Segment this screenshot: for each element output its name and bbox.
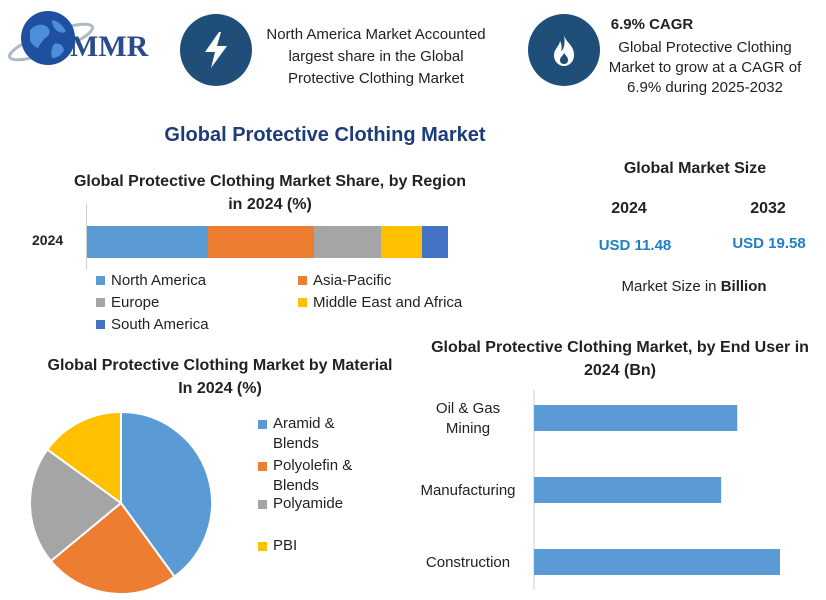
flame-icon: [528, 14, 600, 86]
pie-slice-polyamide: [29, 448, 123, 563]
legend-swatch: [96, 298, 105, 307]
region-legend-item-asia-pacific: Asia-Pacific: [298, 272, 391, 289]
enduser-category-label: Manufacturing: [420, 482, 515, 499]
region-chart-title: Global Protective Clothing Market Share,…: [73, 173, 467, 213]
market-size-unit-note: Market Size in Billion: [604, 278, 784, 295]
region-legend-item-middle-east-and-africa: Middle East and Africa: [298, 294, 462, 311]
region-axis-line: [86, 204, 87, 270]
legend-swatch: [96, 320, 105, 329]
legend-label: Middle East and Africa: [313, 294, 463, 311]
enduser-bar-oil-gas-mining: [534, 405, 738, 431]
legend-label: PBI: [273, 537, 298, 554]
region-legend-item-south-america: South America: [96, 316, 209, 333]
enduser-category-label: Oil & Gas Mining: [436, 400, 500, 437]
material-chart-title: Global Protective Clothing Market by Mat…: [47, 357, 393, 397]
cagr-text: Global Protective Clothing Market to gro…: [608, 39, 802, 96]
material-pie-chart: [29, 410, 213, 595]
market-size-value-2024: USD 11.48: [598, 237, 672, 254]
logo-text: MMR: [70, 30, 149, 63]
legend-swatch: [258, 420, 267, 429]
enduser-bar-manufacturing: [534, 477, 722, 503]
enduser-chart-title: Global Protective Clothing Market, by En…: [431, 339, 809, 379]
pie-slice-pbi: [45, 410, 122, 505]
market-size-year-2032: 2032: [750, 200, 786, 217]
material-legend-item-polyamide: Polyamide: [258, 494, 378, 514]
legend-swatch: [96, 276, 105, 285]
market-size-year-2024: 2024: [611, 200, 647, 217]
market-size-unit: Billion: [720, 278, 767, 295]
header-region-text: North America Market Accounted largest s…: [266, 26, 486, 87]
legend-swatch: [298, 298, 307, 307]
enduser-bar-construction: [534, 549, 780, 575]
legend-swatch: [258, 542, 267, 551]
region-legend-item-north-america: North America: [96, 272, 206, 289]
market-size-title: Global Market Size: [623, 160, 767, 177]
legend-label: Europe: [111, 294, 160, 311]
region-bar-segment-middle-east-and-africa: [381, 226, 422, 258]
legend-swatch: [258, 500, 267, 509]
material-legend-item-polyolefin-blends: Polyolefin & Blends: [258, 456, 378, 496]
legend-label: North America: [111, 272, 207, 289]
region-legend-item-europe: Europe: [96, 294, 159, 311]
legend-swatch: [298, 276, 307, 285]
mmr-logo: [8, 11, 94, 65]
lightning-bolt-icon: [180, 14, 252, 86]
region-category-label: 2024: [32, 232, 64, 248]
legend-label: Polyamide: [273, 495, 344, 512]
legend-label: Asia-Pacific: [313, 272, 392, 289]
market-size-value-2032: USD 19.58: [732, 235, 806, 252]
region-bar-segment-asia-pacific: [207, 226, 315, 258]
region-bar-segment-europe: [314, 226, 382, 258]
pie-slice-aramid-blends: [120, 410, 213, 579]
enduser-bar-chart: Oil & Gas Mining Manufacturing Construction: [420, 390, 780, 590]
legend-swatch: [258, 462, 267, 471]
page-title: Global Protective Clothing Market: [164, 124, 486, 146]
market-size-unit-prefix: Market Size in: [621, 278, 721, 295]
pie-slice-polyolefin-blends: [49, 501, 176, 595]
enduser-category-label: Construction: [426, 554, 510, 571]
legend-label: South America: [111, 316, 209, 333]
legend-label: Polyolefin & Blends: [273, 457, 353, 494]
material-legend-item-aramid-blends: Aramid & Blends: [258, 414, 378, 454]
material-legend-item-pbi: PBI: [258, 536, 378, 556]
legend-label: Aramid & Blends: [273, 415, 335, 452]
region-bar-segment-north-america: [87, 226, 208, 258]
cagr-title: 6.9% CAGR: [610, 16, 694, 33]
region-bar-segment-south-america: [422, 226, 448, 258]
